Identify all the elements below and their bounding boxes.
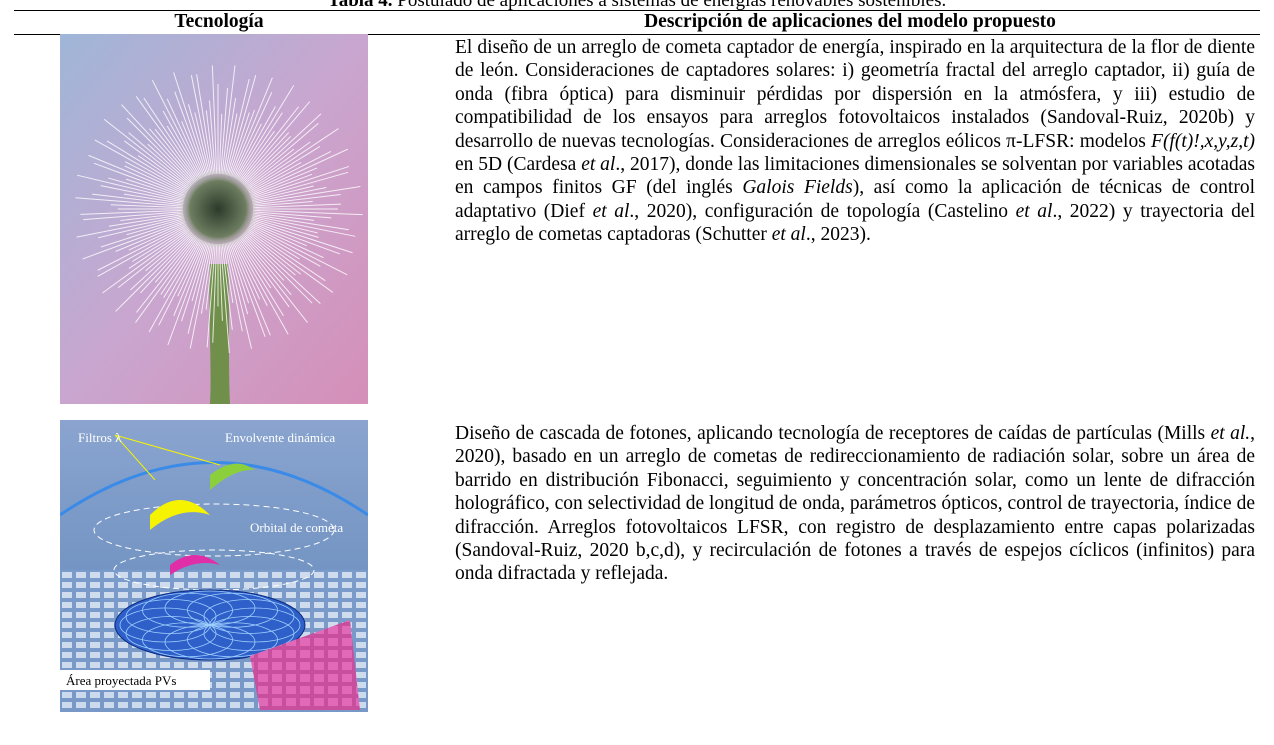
image-label: Área proyectada PVs [66, 673, 176, 688]
description-run: en 5D (Cardesa [455, 154, 582, 176]
description: Diseño de cascada de fotones, aplicando … [455, 422, 1255, 586]
description-run: ., 2020), configuración de topología (Ca… [629, 200, 1016, 222]
description-run: El diseño de un arreglo de cometa captad… [455, 37, 1255, 152]
description-run: et al. [1210, 423, 1251, 444]
caption-text: Postulado de aplicaciones a sistemas de … [397, 0, 947, 11]
description-run: et al [592, 200, 630, 222]
top-rule [14, 10, 1260, 11]
caption-label: Tabla 4. [327, 0, 393, 11]
image-label: Orbital de cometa [250, 520, 343, 535]
description-run: , 2020), basado en un arreglo de cometas… [455, 423, 1255, 585]
description: El diseño de un arreglo de cometa captad… [455, 36, 1255, 247]
column-header: Descripción de aplicaciones del modelo p… [644, 11, 1056, 32]
image-label: Filtros λ [78, 430, 122, 445]
description-run: et al [1015, 200, 1053, 222]
description-run: ., 2023). [805, 224, 871, 246]
dandelion-image [60, 34, 368, 404]
image-label: Envolvente dinámica [225, 430, 335, 445]
table-caption: Tabla 4. Postulado de aplicaciones a sis… [0, 0, 1274, 11]
column-header: Tecnología [174, 11, 264, 32]
description-run: ., 2017), donde las limitaciones dimensi… [455, 154, 1255, 199]
photon-cascade-image: Filtros λ Envolvente dinámica Orbital de… [60, 420, 368, 712]
description-run: et al [771, 224, 806, 246]
description-run: Galois Fields [742, 177, 853, 199]
description-run: F(f(t)!,x,y,z,t) [1151, 130, 1255, 152]
header-rule [14, 34, 1260, 35]
description-run: et al [581, 154, 616, 176]
description-run: Diseño de cascada de fotones, aplicando … [455, 423, 1211, 444]
description-run: ., 2022) y trayectoria del arreglo de co… [455, 200, 1255, 246]
description-run: ), así como la aplicación de técnicas de… [455, 177, 1256, 222]
